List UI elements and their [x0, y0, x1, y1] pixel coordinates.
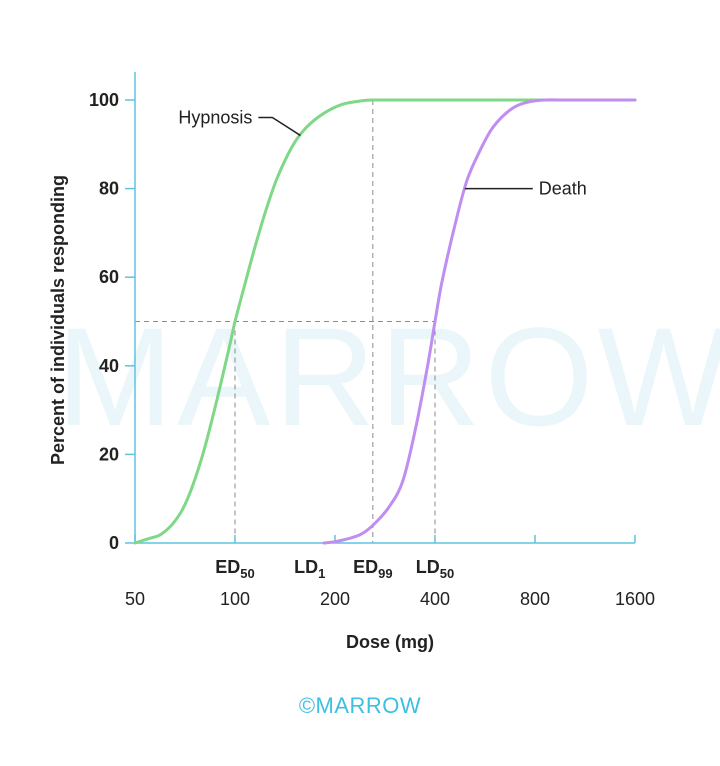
marker-label-subscript: 50 — [240, 566, 254, 581]
watermark-text: MARROW — [56, 298, 720, 455]
marker-label-subscript: 50 — [440, 566, 454, 581]
y-tick-label: 60 — [99, 267, 119, 287]
marker-label-main: LD — [416, 557, 440, 577]
y-tick-label: 100 — [89, 90, 119, 110]
guide-lines — [135, 100, 436, 543]
x-axis-title: Dose (mg) — [346, 632, 434, 652]
series-line-death — [322, 98, 637, 545]
annotation-layer: Hypnosis Death — [178, 107, 586, 198]
marker-label-subscript: 99 — [378, 566, 392, 581]
y-tick-label: 20 — [99, 444, 119, 464]
y-tick-label: 0 — [109, 533, 119, 553]
marker-label-ed50: ED50 — [215, 557, 254, 581]
y-tick-label: 40 — [99, 356, 119, 376]
x-tick-label: 400 — [420, 589, 450, 609]
marker-labels: ED50 LD1 ED99 LD50 — [215, 557, 454, 581]
footer-logo: ©MARROW — [298, 693, 422, 718]
x-tick-label: 1600 — [615, 589, 655, 609]
marker-label-subscript: 1 — [318, 566, 325, 581]
marker-label-main: ED — [215, 557, 240, 577]
marker-label-ld50: LD50 — [416, 557, 454, 581]
annotation-label-hypnosis: Hypnosis — [178, 107, 252, 127]
x-tick-label: 800 — [520, 589, 550, 609]
x-tick-label: 100 — [220, 589, 250, 609]
marker-label-main: LD — [294, 557, 318, 577]
annotation-leader-hypnosis — [258, 116, 301, 137]
marker-label-ed99: ED99 — [353, 557, 392, 581]
axes — [125, 72, 636, 544]
x-tick-label: 50 — [125, 589, 145, 609]
marker-label-main: ED — [353, 557, 378, 577]
y-tick-label: 80 — [99, 179, 119, 199]
tick-labels: 0 20 40 60 80 100 50 100 200 400 800 1600 — [89, 90, 655, 609]
annotation-label-death: Death — [539, 179, 587, 199]
series-layer — [133, 98, 637, 545]
x-tick-label: 200 — [320, 589, 350, 609]
marker-label-ld1: LD1 — [294, 557, 325, 581]
series-line-hypnosis — [133, 98, 637, 545]
y-axis-title: Percent of individuals responding — [48, 175, 68, 465]
